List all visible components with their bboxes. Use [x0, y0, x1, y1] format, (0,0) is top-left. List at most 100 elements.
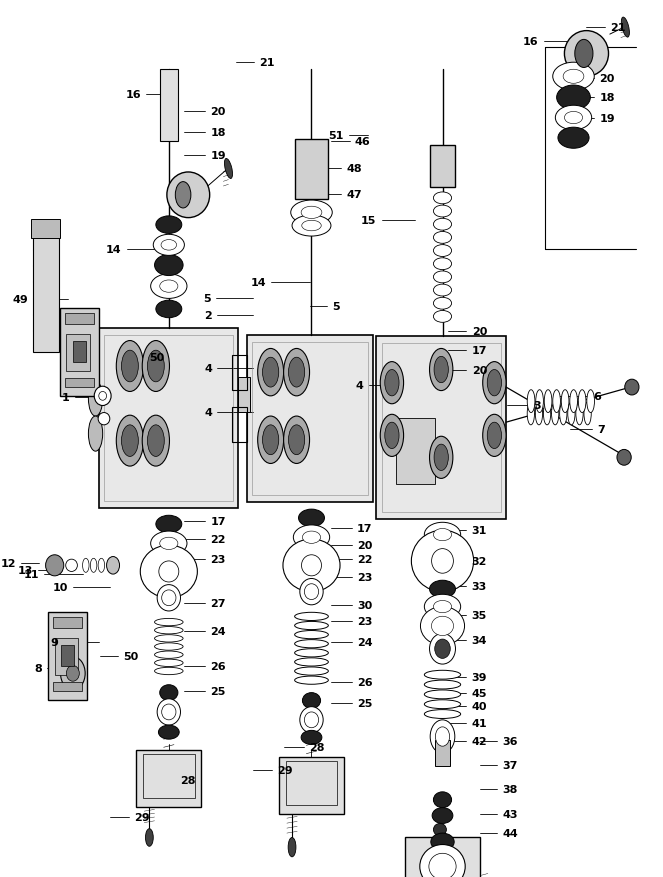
Ellipse shape	[162, 704, 176, 720]
Ellipse shape	[294, 613, 328, 621]
Ellipse shape	[302, 555, 322, 576]
Ellipse shape	[225, 160, 233, 179]
Bar	[279, 757, 344, 814]
Ellipse shape	[430, 633, 455, 665]
Ellipse shape	[434, 193, 452, 204]
Text: 50: 50	[123, 651, 139, 661]
Text: 24: 24	[357, 637, 373, 647]
Ellipse shape	[434, 259, 452, 270]
Text: 41: 41	[471, 718, 487, 729]
Text: 22: 22	[357, 554, 373, 565]
Ellipse shape	[154, 618, 183, 626]
Text: 23: 23	[357, 616, 372, 626]
Text: 1: 1	[62, 392, 70, 403]
Ellipse shape	[116, 341, 143, 392]
Text: 24: 24	[210, 626, 226, 637]
Ellipse shape	[544, 390, 552, 413]
Ellipse shape	[434, 232, 452, 244]
Ellipse shape	[294, 649, 328, 657]
Text: 26: 26	[357, 677, 373, 688]
Ellipse shape	[161, 240, 176, 251]
Text: 51: 51	[329, 131, 344, 141]
Ellipse shape	[575, 40, 593, 68]
Ellipse shape	[158, 725, 179, 739]
Ellipse shape	[288, 358, 305, 388]
Ellipse shape	[151, 531, 187, 556]
Ellipse shape	[435, 639, 450, 659]
Text: 28: 28	[180, 775, 196, 786]
Ellipse shape	[121, 351, 139, 382]
Ellipse shape	[88, 417, 103, 452]
Text: 35: 35	[471, 610, 487, 621]
Ellipse shape	[434, 285, 452, 296]
Ellipse shape	[430, 581, 455, 598]
Ellipse shape	[98, 413, 110, 425]
Ellipse shape	[434, 246, 452, 257]
Text: 21: 21	[260, 58, 275, 68]
Ellipse shape	[301, 207, 322, 219]
Ellipse shape	[420, 845, 465, 877]
Text: 40: 40	[471, 701, 487, 711]
Text: 4: 4	[355, 381, 363, 391]
Bar	[73, 342, 86, 363]
Text: 46: 46	[355, 137, 371, 147]
Ellipse shape	[90, 559, 97, 573]
Ellipse shape	[621, 18, 629, 38]
Text: 37: 37	[502, 759, 518, 770]
Ellipse shape	[385, 423, 399, 449]
Text: 23: 23	[210, 554, 225, 565]
Text: 19: 19	[599, 113, 615, 124]
Ellipse shape	[46, 555, 64, 576]
Ellipse shape	[527, 390, 535, 413]
Ellipse shape	[154, 255, 183, 276]
Text: 38: 38	[502, 784, 518, 795]
Text: 7: 7	[597, 424, 605, 435]
Ellipse shape	[385, 370, 399, 396]
Ellipse shape	[157, 585, 180, 611]
Text: 9: 9	[50, 637, 58, 647]
Ellipse shape	[288, 838, 296, 857]
Ellipse shape	[107, 557, 119, 574]
Ellipse shape	[154, 667, 183, 675]
Ellipse shape	[162, 590, 176, 606]
Ellipse shape	[564, 112, 583, 125]
Ellipse shape	[143, 416, 170, 467]
Ellipse shape	[283, 539, 340, 592]
Text: 42: 42	[471, 736, 487, 746]
Ellipse shape	[154, 627, 183, 634]
Text: 10: 10	[52, 582, 68, 593]
Text: 14: 14	[251, 277, 266, 288]
Ellipse shape	[300, 579, 323, 605]
Ellipse shape	[263, 358, 278, 388]
Ellipse shape	[154, 643, 183, 651]
Ellipse shape	[434, 601, 452, 613]
Ellipse shape	[564, 32, 609, 77]
Ellipse shape	[487, 370, 501, 396]
Bar	[381, 344, 501, 512]
Ellipse shape	[429, 853, 456, 877]
Text: 20: 20	[471, 326, 487, 337]
Ellipse shape	[570, 390, 577, 413]
Ellipse shape	[553, 390, 560, 413]
Bar	[31, 219, 60, 239]
Bar	[377, 337, 506, 519]
Ellipse shape	[288, 425, 305, 455]
Ellipse shape	[304, 712, 319, 728]
Bar	[54, 617, 82, 628]
Ellipse shape	[292, 216, 331, 237]
Text: 8: 8	[34, 663, 42, 674]
Text: 23: 23	[357, 572, 372, 582]
Text: 3: 3	[533, 400, 541, 410]
Bar	[60, 309, 99, 396]
Ellipse shape	[304, 584, 319, 600]
Ellipse shape	[167, 173, 210, 218]
Ellipse shape	[527, 403, 534, 425]
Ellipse shape	[557, 86, 590, 111]
Text: 4: 4	[204, 363, 212, 374]
Text: 34: 34	[471, 635, 487, 645]
Ellipse shape	[145, 829, 153, 846]
Ellipse shape	[432, 808, 453, 824]
Ellipse shape	[98, 559, 105, 573]
Ellipse shape	[536, 390, 544, 413]
Ellipse shape	[175, 182, 191, 209]
